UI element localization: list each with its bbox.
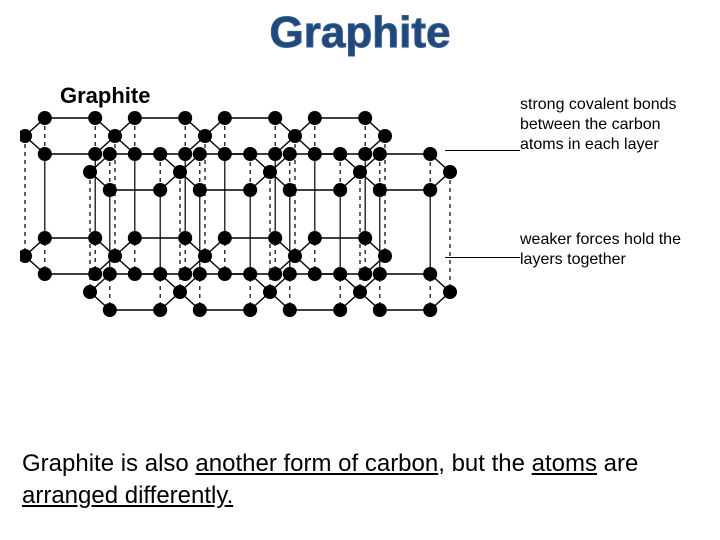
caption-underline-2: atoms — [532, 450, 597, 477]
label-weak-forces: weaker forces hold the layers together — [520, 230, 695, 270]
leader-line-bottom — [445, 257, 520, 258]
leader-line-top — [445, 150, 520, 151]
caption-text: are — [597, 450, 638, 477]
caption-underline-3: arranged differently. — [22, 482, 233, 509]
graphite-diagram — [20, 110, 500, 370]
caption-underline-1: another form of carbon — [195, 450, 438, 477]
diagram-subtitle: Graphite — [60, 83, 150, 109]
caption-text: Graphite is also — [22, 450, 195, 477]
caption-text: , but the — [438, 450, 531, 477]
caption: Graphite is also another form of carbon,… — [22, 448, 672, 513]
page-title: Graphite — [0, 8, 720, 58]
label-covalent-bonds: strong covalent bonds between the carbon… — [520, 95, 695, 155]
